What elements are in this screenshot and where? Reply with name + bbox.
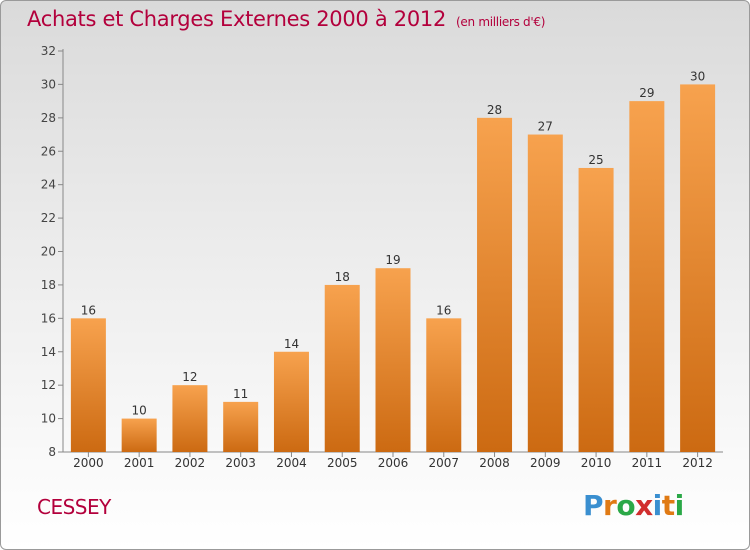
- bar-value-label: 28: [487, 103, 502, 117]
- x-tick-label: 2003: [225, 456, 256, 470]
- bar-value-label: 27: [538, 120, 553, 134]
- proxiti-logo: Proxiti: [583, 489, 684, 522]
- x-tick-label: 2001: [124, 456, 155, 470]
- bar-value-label: 16: [81, 303, 96, 317]
- bar-value-label: 11: [233, 387, 248, 401]
- bar-value-label: 29: [639, 86, 654, 100]
- bar-value-label: 25: [588, 153, 603, 167]
- x-tick-label: 2007: [428, 456, 459, 470]
- bar: [70, 318, 106, 452]
- chart-unit: (en milliers d'€): [456, 15, 546, 29]
- y-tick-label: 18: [41, 278, 56, 292]
- logo-letter: i: [674, 489, 685, 522]
- bar-value-label: 14: [284, 337, 299, 351]
- y-tick-label: 10: [41, 412, 56, 426]
- bar-value-label: 30: [690, 69, 705, 83]
- bar-value-label: 10: [132, 404, 147, 418]
- bar: [375, 268, 411, 452]
- y-tick-label: 14: [41, 345, 56, 359]
- x-tick-label: 2009: [530, 456, 561, 470]
- y-tick-label: 20: [41, 245, 56, 259]
- y-tick-label: 16: [41, 311, 56, 325]
- commune-name: CESSEY: [37, 495, 111, 519]
- bar-value-label: 19: [385, 253, 400, 267]
- bar: [172, 385, 208, 452]
- bar: [477, 117, 513, 452]
- bar: [324, 284, 360, 452]
- x-tick-label: 2010: [581, 456, 612, 470]
- bar: [527, 134, 563, 452]
- y-tick-label: 24: [41, 178, 56, 192]
- bar: [578, 167, 614, 453]
- bar: [426, 318, 462, 452]
- x-tick-label: 2004: [276, 456, 307, 470]
- x-tick-label: 2000: [73, 456, 104, 470]
- x-tick-label: 2006: [378, 456, 409, 470]
- y-tick-label: 22: [41, 211, 56, 225]
- logo-letter: x: [635, 489, 653, 522]
- y-tick-label: 30: [41, 77, 56, 91]
- y-tick-label: 32: [41, 44, 56, 58]
- y-tick-label: 8: [48, 445, 56, 459]
- logo-letter: t: [661, 489, 675, 522]
- bar: [629, 101, 665, 452]
- chart-title-text: Achats et Charges Externes 2000 à 2012: [27, 7, 447, 31]
- y-tick-label: 26: [41, 144, 56, 158]
- x-tick-label: 2011: [632, 456, 663, 470]
- logo-letter: i: [652, 489, 663, 522]
- y-tick-label: 12: [41, 378, 56, 392]
- x-tick-label: 2005: [327, 456, 358, 470]
- bar: [273, 351, 309, 452]
- bar-value-label: 16: [436, 303, 451, 317]
- bar-value-label: 12: [182, 370, 197, 384]
- x-tick-label: 2002: [175, 456, 206, 470]
- bar-value-label: 18: [335, 270, 350, 284]
- y-tick-label: 28: [41, 111, 56, 125]
- bar: [223, 401, 259, 452]
- logo-letter: r: [603, 489, 617, 522]
- x-tick-label: 2008: [479, 456, 510, 470]
- chart-title: Achats et Charges Externes 2000 à 2012 (e…: [27, 7, 545, 31]
- logo-letter: o: [616, 489, 636, 522]
- bar: [121, 418, 157, 452]
- logo-letter: P: [583, 489, 604, 522]
- x-tick-label: 2012: [682, 456, 713, 470]
- bar: [680, 84, 716, 453]
